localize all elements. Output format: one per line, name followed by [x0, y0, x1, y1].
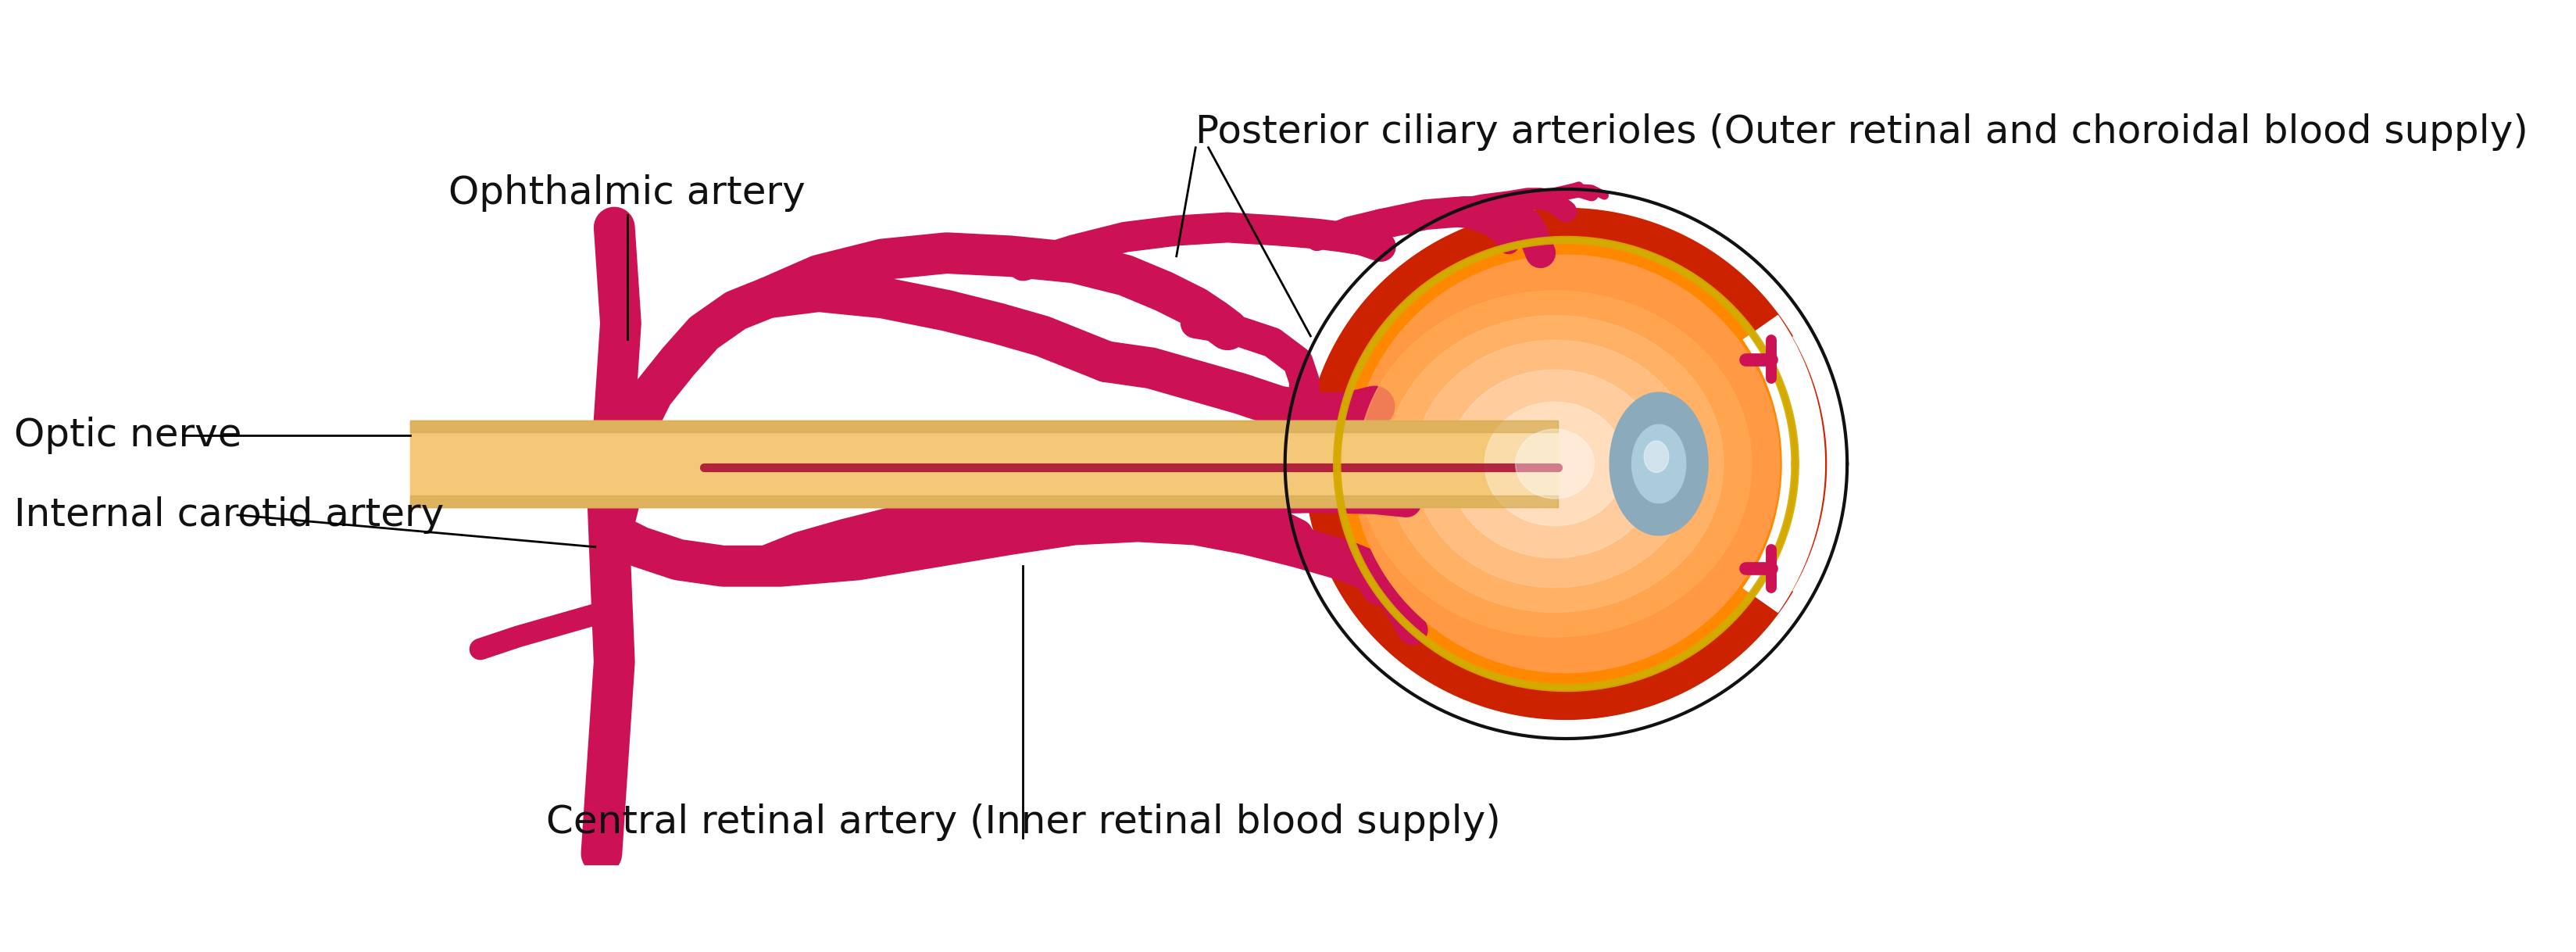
Polygon shape	[410, 421, 1558, 432]
Polygon shape	[1448, 370, 1662, 558]
Polygon shape	[1303, 208, 1826, 720]
Polygon shape	[1334, 239, 1795, 689]
Text: Central retinal artery (Inner retinal blood supply): Central retinal artery (Inner retinal bl…	[546, 803, 1499, 841]
Polygon shape	[1643, 441, 1669, 472]
Polygon shape	[1414, 340, 1695, 587]
Text: Posterior ciliary arterioles (Outer retinal and choroidal blood supply): Posterior ciliary arterioles (Outer reti…	[1195, 113, 2527, 151]
Polygon shape	[410, 421, 1558, 507]
Wedge shape	[1744, 315, 1824, 612]
Polygon shape	[1484, 402, 1625, 526]
Polygon shape	[1285, 189, 1847, 739]
Polygon shape	[1610, 392, 1708, 535]
Polygon shape	[410, 496, 1558, 507]
Polygon shape	[1793, 328, 1844, 599]
Polygon shape	[1631, 425, 1685, 504]
Text: Internal carotid artery: Internal carotid artery	[13, 496, 443, 534]
Polygon shape	[410, 421, 1558, 507]
Polygon shape	[1386, 315, 1723, 612]
Polygon shape	[1358, 290, 1752, 637]
Polygon shape	[410, 421, 1558, 432]
Text: Optic nerve: Optic nerve	[13, 416, 242, 454]
Text: Ophthalmic artery: Ophthalmic artery	[448, 174, 806, 211]
Polygon shape	[1352, 255, 1780, 673]
Polygon shape	[410, 496, 1558, 507]
Polygon shape	[1515, 429, 1595, 499]
